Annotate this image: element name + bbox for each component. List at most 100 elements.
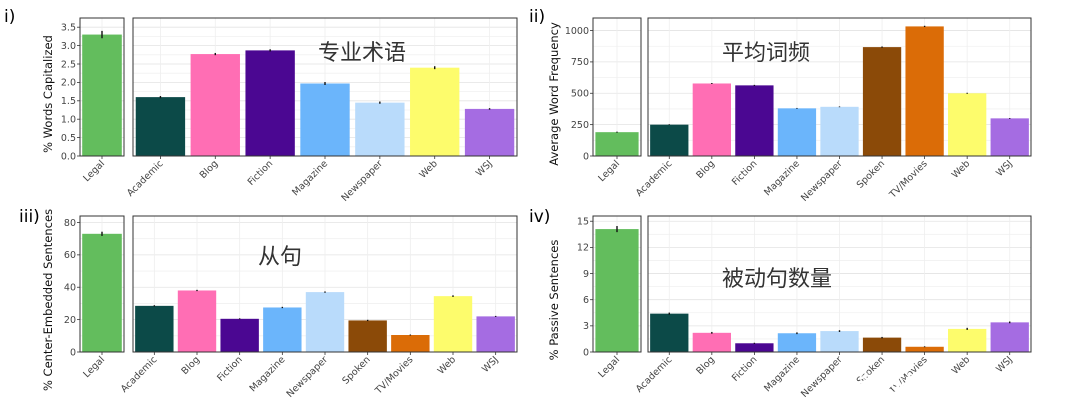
bar-wsj [990,322,1029,352]
bar-magazine [300,83,350,156]
bar-newspaper [355,102,405,156]
y-tick-label: 60 [64,250,76,261]
y-tick-label: 3.0 [61,41,76,52]
x-tick-label-newspaper: Newspaper [340,158,386,204]
x-tick-label-blog: Blog [198,158,221,181]
x-tick-label-blog: Blog [179,354,202,377]
bar-legal [82,34,122,157]
bar-blog [177,290,217,352]
legal-panel: Legal 0 20 40 60 80 [64,215,125,380]
y-tick-label: 1.0 [61,115,76,126]
x-tick-label-newspaper: Newspaper [285,354,331,400]
bar-wsj [476,316,515,352]
bar-web [948,328,987,352]
legal-panel: Legal 0 250 500 750 1000 [565,17,642,184]
x-tick-label-magazine: Magazine [248,354,288,394]
y-axis-label: % Words Capitalized [41,35,55,153]
bar-tv-movies [391,335,430,352]
bar-academic [135,97,186,156]
y-tick-label: 3 [583,321,589,332]
x-tick-label-wsj: WSJ [994,158,1015,179]
bar-blog [190,54,240,157]
y-tick-label: 40 [64,283,76,294]
bar-tv-movies [905,26,944,156]
watermark-text: 头条 @懂伦帝壹哥 [838,371,1005,395]
x-tick-label-legal: Legal [81,158,107,184]
panel-label: iii) [19,207,40,227]
panel-border [592,215,642,353]
x-tick-label-newspaper: Newspaper [799,158,845,204]
panel-border [132,215,518,353]
bar-legal [82,233,122,352]
panel-label: ii) [529,7,545,27]
bar-legal [595,229,639,352]
legal-panel: Legal 0.0 0.5 1.0 1.5 2.0 2.5 3.0 3.5 [61,17,125,184]
x-tick-label-fiction: Fiction [215,354,245,384]
panel-border [647,215,1032,353]
bar-fiction [735,343,774,352]
x-tick-label-fiction: Fiction [730,354,760,384]
y-tick-label: 500 [571,89,589,100]
y-axis-label: % Passive Sentences [547,240,561,361]
bar-spoken [862,47,902,156]
y-tick-label: 6 [583,295,589,306]
y-tick-label: 0 [70,347,76,358]
y-tick-label: 20 [64,315,76,326]
y-tick-label: 15 [577,217,589,228]
x-tick-label-fiction: Fiction [246,158,276,188]
bar-web [410,67,460,156]
panel-label: i) [4,7,15,27]
x-tick-label-spoken: Spoken [340,354,372,386]
bar-magazine [777,108,817,156]
x-tick-label-fiction: Fiction [730,158,760,188]
x-tick-label-magazine: Magazine [290,158,330,198]
x-tick-label-legal: Legal [596,158,622,184]
x-tick-label-academic: Academic [125,158,166,199]
bar-magazine [777,333,817,352]
bar-wsj [464,108,515,156]
x-tick-label-magazine: Magazine [762,354,802,394]
y-tick-label: 9 [583,269,589,280]
x-tick-label-tv-movies: TV/Movies [887,158,930,201]
bar-newspaper [305,292,345,352]
watermark: 头条 @懂伦帝壹哥 [838,371,1005,395]
bar-blog [692,83,731,156]
x-tick-label-wsj: WSJ [480,354,501,375]
x-tick-label-academic: Academic [119,354,160,395]
annotation-text: 从句 [258,245,302,270]
x-tick-label-web: Web [950,158,972,180]
x-tick-label-blog: Blog [694,354,717,377]
bar-fiction [735,85,774,156]
bar-web [433,296,473,352]
bar-fiction [220,318,259,352]
y-tick-label: 0 [583,151,589,162]
x-tick-label-legal: Legal [596,354,622,380]
bar-newspaper [820,106,859,156]
x-tick-label-wsj: WSJ [474,158,495,179]
chart-panels: i) % Words Capitalized Legal 0.0 0.5 1.0 1.5 2.… [4,7,1032,400]
bar-academic [650,124,689,156]
y-tick-label: 0.0 [61,151,76,162]
bar-legal [595,132,639,156]
y-tick-label: 0 [583,347,589,358]
y-tick-label: 750 [571,57,589,68]
bar-tv-movies [905,346,944,352]
y-tick-label: 1000 [565,26,589,37]
panel-border [79,17,125,157]
annotation-text: 平均词频 [722,41,810,66]
y-tick-label: 3.5 [61,23,76,34]
bar-spoken [348,320,387,352]
annotation-text: 被动句数量 [722,267,832,292]
x-tick-label-web: Web [436,354,458,376]
panel-border [79,215,125,353]
panel-border [132,17,518,157]
chart-panel-2: ii)Average Word Frequency Legal 0 250 500 750… [529,7,1032,204]
bar-newspaper [820,331,859,352]
bar-magazine [263,307,302,352]
x-tick-label-web: Web [417,158,439,180]
y-tick-label: 80 [64,218,76,229]
panel-border [592,17,642,157]
x-tick-label-tv-movies: TV/Movies [373,354,416,397]
